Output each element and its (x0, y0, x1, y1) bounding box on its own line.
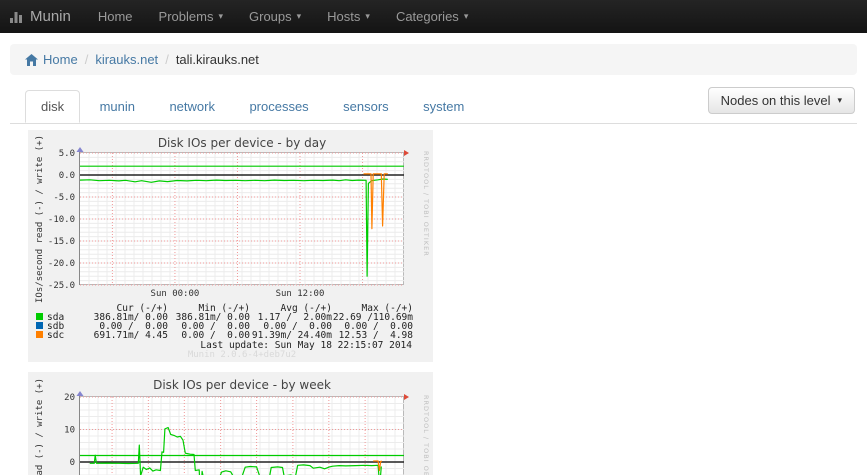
breadcrumb-home-label: Home (43, 52, 78, 67)
y-tick-label: 0.0 (59, 171, 75, 181)
tab-system[interactable]: system (423, 99, 465, 114)
y-axis-label: IOs/second read (-) / write (+) (35, 135, 45, 303)
nav-item-label: Categories (395, 9, 459, 24)
breadcrumb-divider: / (84, 52, 89, 67)
category-tabs: disk munin network processes sensors sys… (10, 87, 857, 124)
graph-title: Disk IOs per device - by day (157, 136, 327, 150)
y-tick-label: -25.0 (48, 281, 75, 291)
legend-swatch-sdc (36, 331, 43, 338)
rrdtool-watermark: RRDTOOL / TOBI OETIKER (422, 395, 430, 475)
legend-label-sdb: sdb (47, 321, 65, 332)
tab-network[interactable]: network (169, 99, 215, 114)
y-tick-label: 0 (70, 458, 75, 468)
x-axis-arrow-icon (404, 394, 409, 400)
legend-value: 386.81m/ 0.00 (93, 312, 168, 323)
caret-down-icon (837, 96, 842, 105)
legend-value: 91.39m/ 24.40m (251, 330, 332, 341)
caret-down-icon (218, 12, 223, 21)
nodes-button-label: Nodes on this level (720, 93, 831, 108)
legend-swatch-sdb (36, 322, 43, 329)
tab-sensors[interactable]: sensors (343, 99, 389, 114)
nav-item-hosts[interactable]: Hosts (314, 0, 383, 33)
caret-down-icon (297, 12, 302, 21)
legend-value: 0.00 / 0.00 (181, 321, 250, 332)
y-tick-label: -20.0 (48, 259, 75, 269)
nav-item-problems[interactable]: Problems (146, 0, 236, 33)
caret-down-icon (464, 12, 469, 21)
y-axis-label: IOs/second read (-) / write (+) (35, 378, 45, 475)
graph-panel-2[interactable]: Disk IOs per device - by week20100-10-20… (28, 372, 433, 475)
legend-header: Min (-/+) (198, 303, 250, 314)
munin-brand[interactable]: Munin (0, 0, 85, 33)
top-navbar: Munin Home Problems Groups Hosts Categor… (0, 0, 867, 33)
y-tick-label: 20 (64, 393, 75, 403)
graph-panel-1[interactable]: Disk IOs per device - by day 5.0 0.0 -5.0 -1… (28, 130, 433, 362)
legend-header: Max (-/+) (361, 303, 413, 314)
y-axis-arrow-icon (76, 147, 84, 152)
legend-swatch-sda (36, 313, 43, 320)
legend-label-sdc: sdc (47, 330, 65, 341)
rrdtool-watermark: RRDTOOL / TOBI OETIKER (422, 151, 430, 257)
legend-value: 12.53 / 4.98 (338, 330, 413, 341)
breadcrumb-home-link[interactable]: Home (25, 52, 78, 67)
home-icon (25, 53, 38, 66)
brand-label: Munin (30, 8, 71, 25)
legend-value: 0.00 / 0.00 (99, 321, 168, 332)
y-tick-label: 5.0 (59, 149, 75, 159)
series-sda-read (89, 426, 382, 475)
nav-item-home[interactable]: Home (85, 0, 146, 33)
graphs-grid: Disk IOs per device - by day 5.0 0.0 -5.0 -1… (0, 124, 867, 475)
x-tick-label: Sun 00:00 (151, 289, 200, 299)
series-sdc (363, 173, 388, 230)
y-tick-label: 10 (64, 426, 75, 436)
nav-item-label: Home (97, 9, 133, 24)
nav-item-label: Hosts (327, 9, 361, 24)
legend-value: 691.71m/ 4.45 (93, 330, 168, 341)
legend-value: 0.00 / 0.00 (263, 321, 332, 332)
caret-down-icon (365, 12, 370, 21)
nav-item-categories[interactable]: Categories (383, 0, 481, 33)
legend-value: 386.81m/ 0.00 (175, 312, 250, 323)
legend-value: 0.00 / 0.00 (344, 321, 413, 332)
nodes-on-this-level-button[interactable]: Nodes on this level (707, 87, 855, 114)
legend-value: 0.00 / 0.00 (181, 330, 250, 341)
legend-header: Avg (-/+) (280, 303, 332, 314)
tab-processes[interactable]: processes (249, 99, 309, 114)
breadcrumb-group-link[interactable]: kirauks.net (95, 52, 158, 67)
tab-munin[interactable]: munin (99, 99, 135, 114)
munin-logo-icon (10, 11, 22, 23)
breadcrumb-divider: / (165, 52, 169, 67)
breadcrumb-current: tali.kirauks.net (175, 52, 259, 67)
legend-header: Cur (-/+) (116, 303, 168, 314)
x-tick-label: Sun 12:00 (276, 289, 325, 299)
legend-value: 1.17 / 2.00m (257, 312, 332, 323)
munin-version-text: Munin 2.0.6-4+deb7u2 (187, 350, 297, 360)
nav-item-label: Problems (158, 9, 214, 24)
nav-item-groups[interactable]: Groups (236, 0, 314, 33)
y-tick-label: -15.0 (48, 237, 75, 247)
series-sdc (373, 460, 382, 472)
last-update-text: Last update: Sun May 18 22:15:07 2014 (200, 340, 412, 351)
y-tick-label: -10.0 (48, 215, 75, 225)
legend-label-sda: sda (47, 312, 65, 323)
breadcrumb: Home / kirauks.net / tali.kirauks.net (10, 44, 857, 75)
graph-title: Disk IOs per device - by week (153, 378, 331, 392)
series-sda-read (79, 178, 388, 277)
x-axis-arrow-icon (404, 150, 409, 156)
y-tick-label: -5.0 (53, 193, 75, 203)
y-axis-arrow-icon (76, 391, 84, 396)
tab-disk[interactable]: disk (25, 90, 81, 123)
nav-item-label: Groups (249, 9, 292, 24)
graph-canvas: 5.0 0.0 -5.0 -10.0 -15.0 -20.0 -25.0 Sun 00:00 S… (35, 135, 430, 303)
legend-value: 22.69 /110.69m (332, 312, 413, 323)
breadcrumb-group-label: kirauks.net (95, 52, 159, 67)
